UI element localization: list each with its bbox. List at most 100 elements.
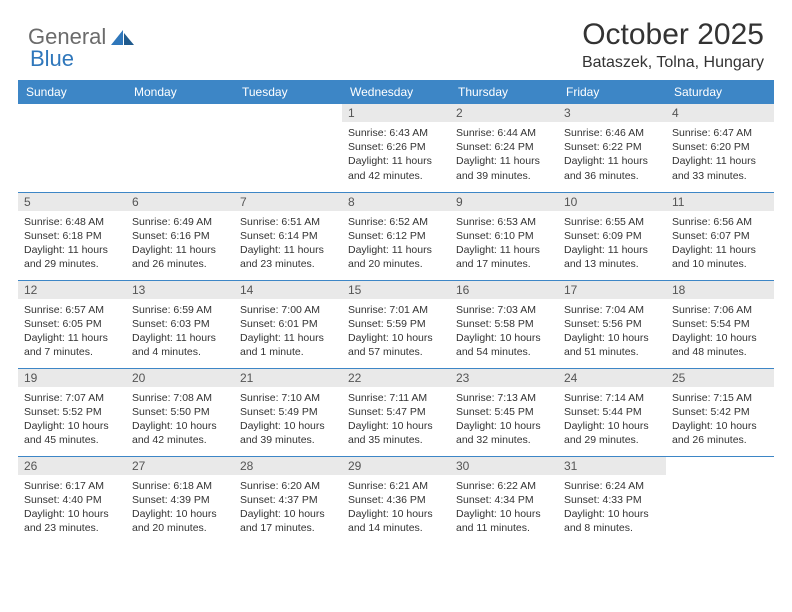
day-number: 5: [18, 193, 126, 211]
calendar-day-cell: 3Sunrise: 6:46 AMSunset: 6:22 PMDaylight…: [558, 104, 666, 192]
day-info: Sunrise: 6:52 AMSunset: 6:12 PMDaylight:…: [348, 215, 444, 272]
calendar-week-row: 12 Sunrise: 6:57 AMSunset: 6:05 PMDayligh…: [18, 280, 774, 368]
day-info: Sunrise: 6:53 AMSunset: 6:10 PMDaylight:…: [456, 215, 552, 272]
calendar-day-cell: 12 Sunrise: 6:57 AMSunset: 6:05 PMDayligh…: [18, 280, 126, 368]
calendar-day-cell: 22 Sunrise: 7:11 AMSunset: 5:47 PMDayligh…: [342, 368, 450, 456]
day-number: 12: [18, 281, 126, 299]
calendar-day-cell: 27Sunrise: 6:18 AMSunset: 4:39 PMDayligh…: [126, 456, 234, 544]
day-info: Sunrise: 7:11 AMSunset: 5:47 PMDaylight:…: [348, 391, 444, 448]
day-number: 1: [342, 104, 450, 122]
calendar-day-cell: 18 Sunrise: 7:06 AMSunset: 5:54 PMDayligh…: [666, 280, 774, 368]
day-info: Sunrise: 6:48 AMSunset: 6:18 PMDaylight:…: [24, 215, 120, 272]
day-number: 23: [450, 369, 558, 387]
calendar-day-cell: 26Sunrise: 6:17 AMSunset: 4:40 PMDayligh…: [18, 456, 126, 544]
day-number: 10: [558, 193, 666, 211]
weekday-header: Tuesday: [234, 80, 342, 104]
calendar-day-cell: 15 Sunrise: 7:01 AMSunset: 5:59 PMDayligh…: [342, 280, 450, 368]
day-info: Sunrise: 7:00 AMSunset: 6:01 PMDaylight:…: [240, 303, 336, 360]
calendar-day-cell: 19Sunrise: 7:07 AMSunset: 5:52 PMDayligh…: [18, 368, 126, 456]
day-number: 29: [342, 457, 450, 475]
calendar-day-cell: 24 Sunrise: 7:14 AMSunset: 5:44 PMDayligh…: [558, 368, 666, 456]
day-number: 20: [126, 369, 234, 387]
calendar-day-cell: 29 Sunrise: 6:21 AMSunset: 4:36 PMDayligh…: [342, 456, 450, 544]
day-info: Sunrise: 7:14 AMSunset: 5:44 PMDaylight:…: [564, 391, 660, 448]
weekday-header-row: SundayMondayTuesdayWednesdayThursdayFrid…: [18, 80, 774, 104]
day-info: Sunrise: 7:06 AMSunset: 5:54 PMDaylight:…: [672, 303, 768, 360]
day-number: 22: [342, 369, 450, 387]
weekday-header: Thursday: [450, 80, 558, 104]
calendar: SundayMondayTuesdayWednesdayThursdayFrid…: [0, 80, 792, 544]
day-info: Sunrise: 6:55 AMSunset: 6:09 PMDaylight:…: [564, 215, 660, 272]
calendar-day-cell: 13 Sunrise: 6:59 AMSunset: 6:03 PMDayligh…: [126, 280, 234, 368]
day-info: Sunrise: 6:47 AMSunset: 6:20 PMDaylight:…: [672, 126, 768, 183]
calendar-day-cell: 6Sunrise: 6:49 AMSunset: 6:16 PMDaylight…: [126, 192, 234, 280]
calendar-day-cell: 7Sunrise: 6:51 AMSunset: 6:14 PMDaylight…: [234, 192, 342, 280]
calendar-day-cell: 2 Sunrise: 6:44 AMSunset: 6:24 PMDaylight…: [450, 104, 558, 192]
day-number: 30: [450, 457, 558, 475]
calendar-week-row: 26Sunrise: 6:17 AMSunset: 4:40 PMDayligh…: [18, 456, 774, 544]
day-info: Sunrise: 7:08 AMSunset: 5:50 PMDaylight:…: [132, 391, 228, 448]
day-info: Sunrise: 6:22 AMSunset: 4:34 PMDaylight:…: [456, 479, 552, 536]
day-info: Sunrise: 7:07 AMSunset: 5:52 PMDaylight:…: [24, 391, 120, 448]
calendar-day-cell: 28 Sunrise: 6:20 AMSunset: 4:37 PMDayligh…: [234, 456, 342, 544]
calendar-day-cell: 1Sunrise: 6:43 AMSunset: 6:26 PMDaylight…: [342, 104, 450, 192]
day-info: Sunrise: 6:44 AMSunset: 6:24 PMDaylight:…: [456, 126, 552, 183]
day-info: Sunrise: 7:04 AMSunset: 5:56 PMDaylight:…: [564, 303, 660, 360]
header: General October 2025 Bataszek, Tolna, Hu…: [0, 0, 792, 80]
calendar-week-row: 1Sunrise: 6:43 AMSunset: 6:26 PMDaylight…: [18, 104, 774, 192]
day-info: Sunrise: 7:01 AMSunset: 5:59 PMDaylight:…: [348, 303, 444, 360]
day-number: 13: [126, 281, 234, 299]
calendar-day-cell: 11Sunrise: 6:56 AMSunset: 6:07 PMDayligh…: [666, 192, 774, 280]
calendar-day-cell: 23 Sunrise: 7:13 AMSunset: 5:45 PMDayligh…: [450, 368, 558, 456]
day-info: Sunrise: 6:57 AMSunset: 6:05 PMDaylight:…: [24, 303, 120, 360]
calendar-day-cell: [234, 104, 342, 192]
day-number: 11: [666, 193, 774, 211]
day-number: 8: [342, 193, 450, 211]
calendar-day-cell: 8 Sunrise: 6:52 AMSunset: 6:12 PMDaylight…: [342, 192, 450, 280]
weekday-header: Friday: [558, 80, 666, 104]
day-number: 2: [450, 104, 558, 122]
day-info: Sunrise: 6:46 AMSunset: 6:22 PMDaylight:…: [564, 126, 660, 183]
day-number: 16: [450, 281, 558, 299]
day-number: 31: [558, 457, 666, 475]
calendar-day-cell: 9Sunrise: 6:53 AMSunset: 6:10 PMDaylight…: [450, 192, 558, 280]
calendar-day-cell: 14 Sunrise: 7:00 AMSunset: 6:01 PMDayligh…: [234, 280, 342, 368]
logo-sail-icon: [110, 28, 136, 46]
day-info: Sunrise: 6:20 AMSunset: 4:37 PMDaylight:…: [240, 479, 336, 536]
day-number: 17: [558, 281, 666, 299]
calendar-day-cell: 30 Sunrise: 6:22 AMSunset: 4:34 PMDayligh…: [450, 456, 558, 544]
day-info: Sunrise: 6:24 AMSunset: 4:33 PMDaylight:…: [564, 479, 660, 536]
calendar-week-row: 19Sunrise: 7:07 AMSunset: 5:52 PMDayligh…: [18, 368, 774, 456]
calendar-day-cell: 31 Sunrise: 6:24 AMSunset: 4:33 PMDayligh…: [558, 456, 666, 544]
day-number: 25: [666, 369, 774, 387]
title-block: October 2025 Bataszek, Tolna, Hungary: [582, 18, 764, 72]
weekday-header: Monday: [126, 80, 234, 104]
day-info: Sunrise: 7:13 AMSunset: 5:45 PMDaylight:…: [456, 391, 552, 448]
day-number: 27: [126, 457, 234, 475]
day-number: 14: [234, 281, 342, 299]
day-number: 21: [234, 369, 342, 387]
weekday-header: Wednesday: [342, 80, 450, 104]
day-number: 18: [666, 281, 774, 299]
day-number: 24: [558, 369, 666, 387]
calendar-week-row: 5 Sunrise: 6:48 AMSunset: 6:18 PMDaylight…: [18, 192, 774, 280]
month-title: October 2025: [582, 18, 764, 52]
day-info: Sunrise: 6:59 AMSunset: 6:03 PMDaylight:…: [132, 303, 228, 360]
calendar-day-cell: 20 Sunrise: 7:08 AMSunset: 5:50 PMDayligh…: [126, 368, 234, 456]
calendar-day-cell: 17 Sunrise: 7:04 AMSunset: 5:56 PMDayligh…: [558, 280, 666, 368]
calendar-day-cell: [126, 104, 234, 192]
day-info: Sunrise: 6:51 AMSunset: 6:14 PMDaylight:…: [240, 215, 336, 272]
logo-text-blue: Blue: [30, 46, 74, 71]
calendar-day-cell: [18, 104, 126, 192]
day-number: 4: [666, 104, 774, 122]
day-number: 15: [342, 281, 450, 299]
calendar-table: SundayMondayTuesdayWednesdayThursdayFrid…: [18, 80, 774, 544]
day-info: Sunrise: 6:49 AMSunset: 6:16 PMDaylight:…: [132, 215, 228, 272]
weekday-header: Saturday: [666, 80, 774, 104]
day-info: Sunrise: 6:21 AMSunset: 4:36 PMDaylight:…: [348, 479, 444, 536]
day-info: Sunrise: 7:10 AMSunset: 5:49 PMDaylight:…: [240, 391, 336, 448]
calendar-day-cell: 10 Sunrise: 6:55 AMSunset: 6:09 PMDayligh…: [558, 192, 666, 280]
calendar-day-cell: 4 Sunrise: 6:47 AMSunset: 6:20 PMDaylight…: [666, 104, 774, 192]
day-info: Sunrise: 7:03 AMSunset: 5:58 PMDaylight:…: [456, 303, 552, 360]
day-number: 28: [234, 457, 342, 475]
